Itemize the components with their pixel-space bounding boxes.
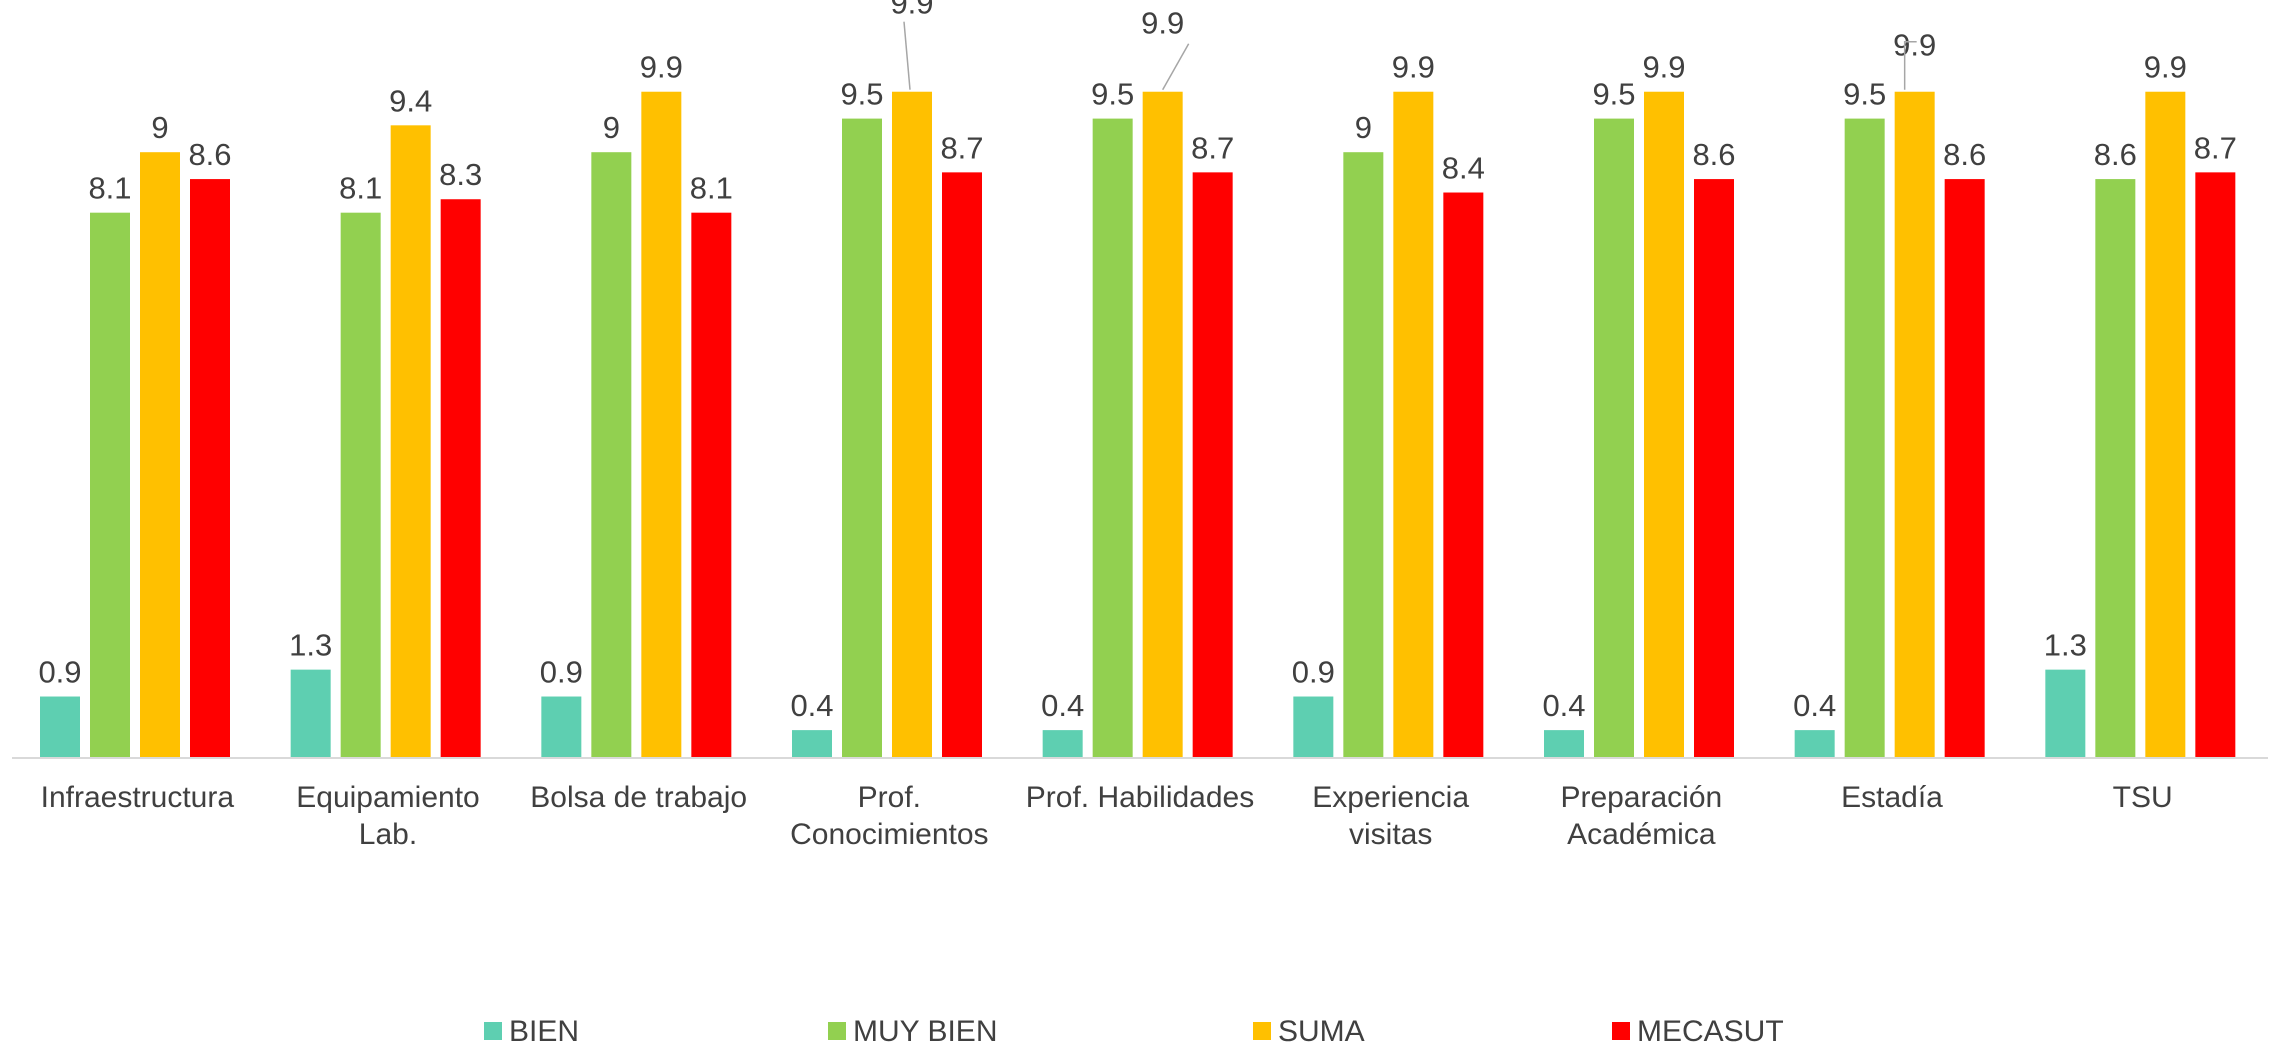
data-label-bien-4: 0.4 (1041, 688, 1084, 723)
data-label-suma-4: 9.9 (1141, 6, 1184, 41)
data-label-suma-7: 9.9 (1893, 28, 1936, 63)
data-label-muy-bien-7: 9.5 (1843, 77, 1886, 112)
bar-bien-6 (1544, 730, 1584, 757)
bar-suma-8 (2145, 91, 2186, 758)
bar-bien-2 (541, 696, 582, 757)
leader-line-7 (1903, 40, 1917, 90)
data-label-mecasut-6: 8.6 (1692, 137, 1735, 172)
data-label-bien-2: 0.9 (540, 655, 583, 690)
data-label-mecasut-3: 8.7 (940, 130, 983, 165)
bar-mecasut-8 (2195, 172, 2236, 758)
bar-mecasut-1 (440, 199, 481, 758)
bar-bien-7 (1794, 730, 1835, 757)
bar-muy-bien-8 (2095, 179, 2136, 757)
data-label-bien-1: 1.3 (289, 628, 332, 663)
bar-bien-1 (290, 669, 331, 757)
bar-suma-0 (140, 152, 180, 757)
legend-label-mecasut: MECASUT (1637, 1015, 1784, 1045)
bar-suma-3 (892, 91, 932, 758)
bar-mecasut-7 (1944, 179, 1985, 757)
leader-lines-group (903, 21, 1917, 91)
bar-mecasut-5 (1443, 192, 1484, 757)
bar-muy-bien-2 (591, 152, 632, 757)
bar-mecasut-3 (942, 172, 982, 758)
legend-label-muy-bien: MUY BIEN (853, 1015, 997, 1045)
bar-bien-4 (1042, 730, 1083, 757)
data-label-muy-bien-1: 8.1 (339, 171, 382, 206)
category-labels-group: Infraestructura Equipamiento Lab. Bolsa de … (41, 781, 2173, 851)
data-label-suma-1: 9.4 (389, 83, 432, 118)
bar-bien-8 (2045, 669, 2086, 757)
bar-mecasut-2 (691, 212, 732, 757)
legend-swatch-suma (1253, 1022, 1271, 1040)
bar-mecasut-4 (1192, 172, 1233, 758)
data-label-mecasut-2: 8.1 (690, 171, 733, 206)
data-label-muy-bien-8: 8.6 (2094, 137, 2137, 172)
bar-suma-4 (1142, 91, 1183, 758)
data-label-muy-bien-6: 9.5 (1592, 77, 1635, 112)
data-label-mecasut-7: 8.6 (1943, 137, 1986, 172)
data-label-bien-8: 1.3 (2044, 628, 2087, 663)
bar-bien-5 (1293, 696, 1334, 757)
data-label-bien-5: 0.9 (1292, 655, 1335, 690)
bar-bien-3 (792, 730, 832, 757)
data-label-mecasut-8: 8.7 (2194, 130, 2237, 165)
category-label-0: Infraestructura (41, 781, 235, 814)
leader-line-4 (1162, 43, 1190, 91)
category-label-7: Estadía (1841, 781, 1943, 814)
data-label-mecasut-4: 8.7 (1191, 130, 1234, 165)
data-label-mecasut-1: 8.3 (439, 157, 482, 192)
legend-swatch-bien (484, 1022, 502, 1040)
data-label-muy-bien-2: 9 (603, 110, 620, 145)
category-label-2: Bolsa de trabajo (530, 781, 747, 814)
bar-suma-7 (1894, 91, 1935, 758)
data-label-mecasut-5: 8.4 (1442, 151, 1485, 186)
bar-suma-6 (1644, 91, 1684, 758)
data-labels-group: 0.98.198.61.38.19.48.30.999.98.10.49.59.… (38, 0, 2236, 723)
legend-label-bien: BIEN (509, 1015, 579, 1045)
data-label-muy-bien-5: 9 (1355, 110, 1372, 145)
bar-muy-bien-0 (90, 212, 130, 757)
legend-label-suma: SUMA (1278, 1015, 1365, 1045)
category-label-1: Equipamiento Lab. (296, 781, 479, 851)
bar-muy-bien-3 (842, 118, 882, 758)
bar-muy-bien-4 (1092, 118, 1133, 758)
category-label-8: TSU (2113, 781, 2173, 814)
category-label-6: Preparación Académica (1560, 781, 1722, 851)
data-label-mecasut-0: 8.6 (188, 137, 231, 172)
bar-suma-2 (641, 91, 682, 758)
data-label-bien-3: 0.4 (790, 688, 833, 723)
category-label-5: Experiencia visitas (1312, 781, 1469, 851)
bar-muy-bien-7 (1844, 118, 1885, 758)
data-label-suma-3: 9.9 (890, 0, 933, 21)
data-label-muy-bien-3: 9.5 (840, 77, 883, 112)
data-label-suma-8: 9.9 (2144, 50, 2187, 85)
data-label-suma-0: 9 (151, 110, 168, 145)
legend: BIEN MUY BIEN SUMA MECASUT (484, 1015, 1784, 1045)
legend-swatch-muy-bien (828, 1022, 846, 1040)
data-label-suma-6: 9.9 (1642, 50, 1685, 85)
data-label-muy-bien-4: 9.5 (1091, 77, 1134, 112)
data-label-bien-0: 0.9 (38, 655, 81, 690)
bar-muy-bien-6 (1594, 118, 1634, 758)
category-label-3: Prof. Conocimientos (790, 781, 988, 851)
data-label-suma-5: 9.9 (1392, 50, 1435, 85)
bar-muy-bien-5 (1343, 152, 1384, 757)
bar-mecasut-6 (1694, 179, 1734, 757)
bar-suma-1 (390, 125, 431, 757)
data-label-muy-bien-0: 8.1 (88, 171, 131, 206)
leader-line-3 (903, 21, 911, 90)
bar-suma-5 (1393, 91, 1434, 758)
data-label-bien-7: 0.4 (1793, 688, 1836, 723)
bar-muy-bien-1 (340, 212, 381, 757)
category-label-4: Prof. Habilidades (1026, 781, 1254, 814)
bar-mecasut-0 (190, 179, 230, 757)
legend-swatch-mecasut (1612, 1022, 1630, 1040)
bars-group (40, 91, 2236, 758)
data-label-bien-6: 0.4 (1542, 688, 1585, 723)
data-label-suma-2: 9.9 (640, 50, 683, 85)
bar-bien-0 (40, 696, 80, 757)
